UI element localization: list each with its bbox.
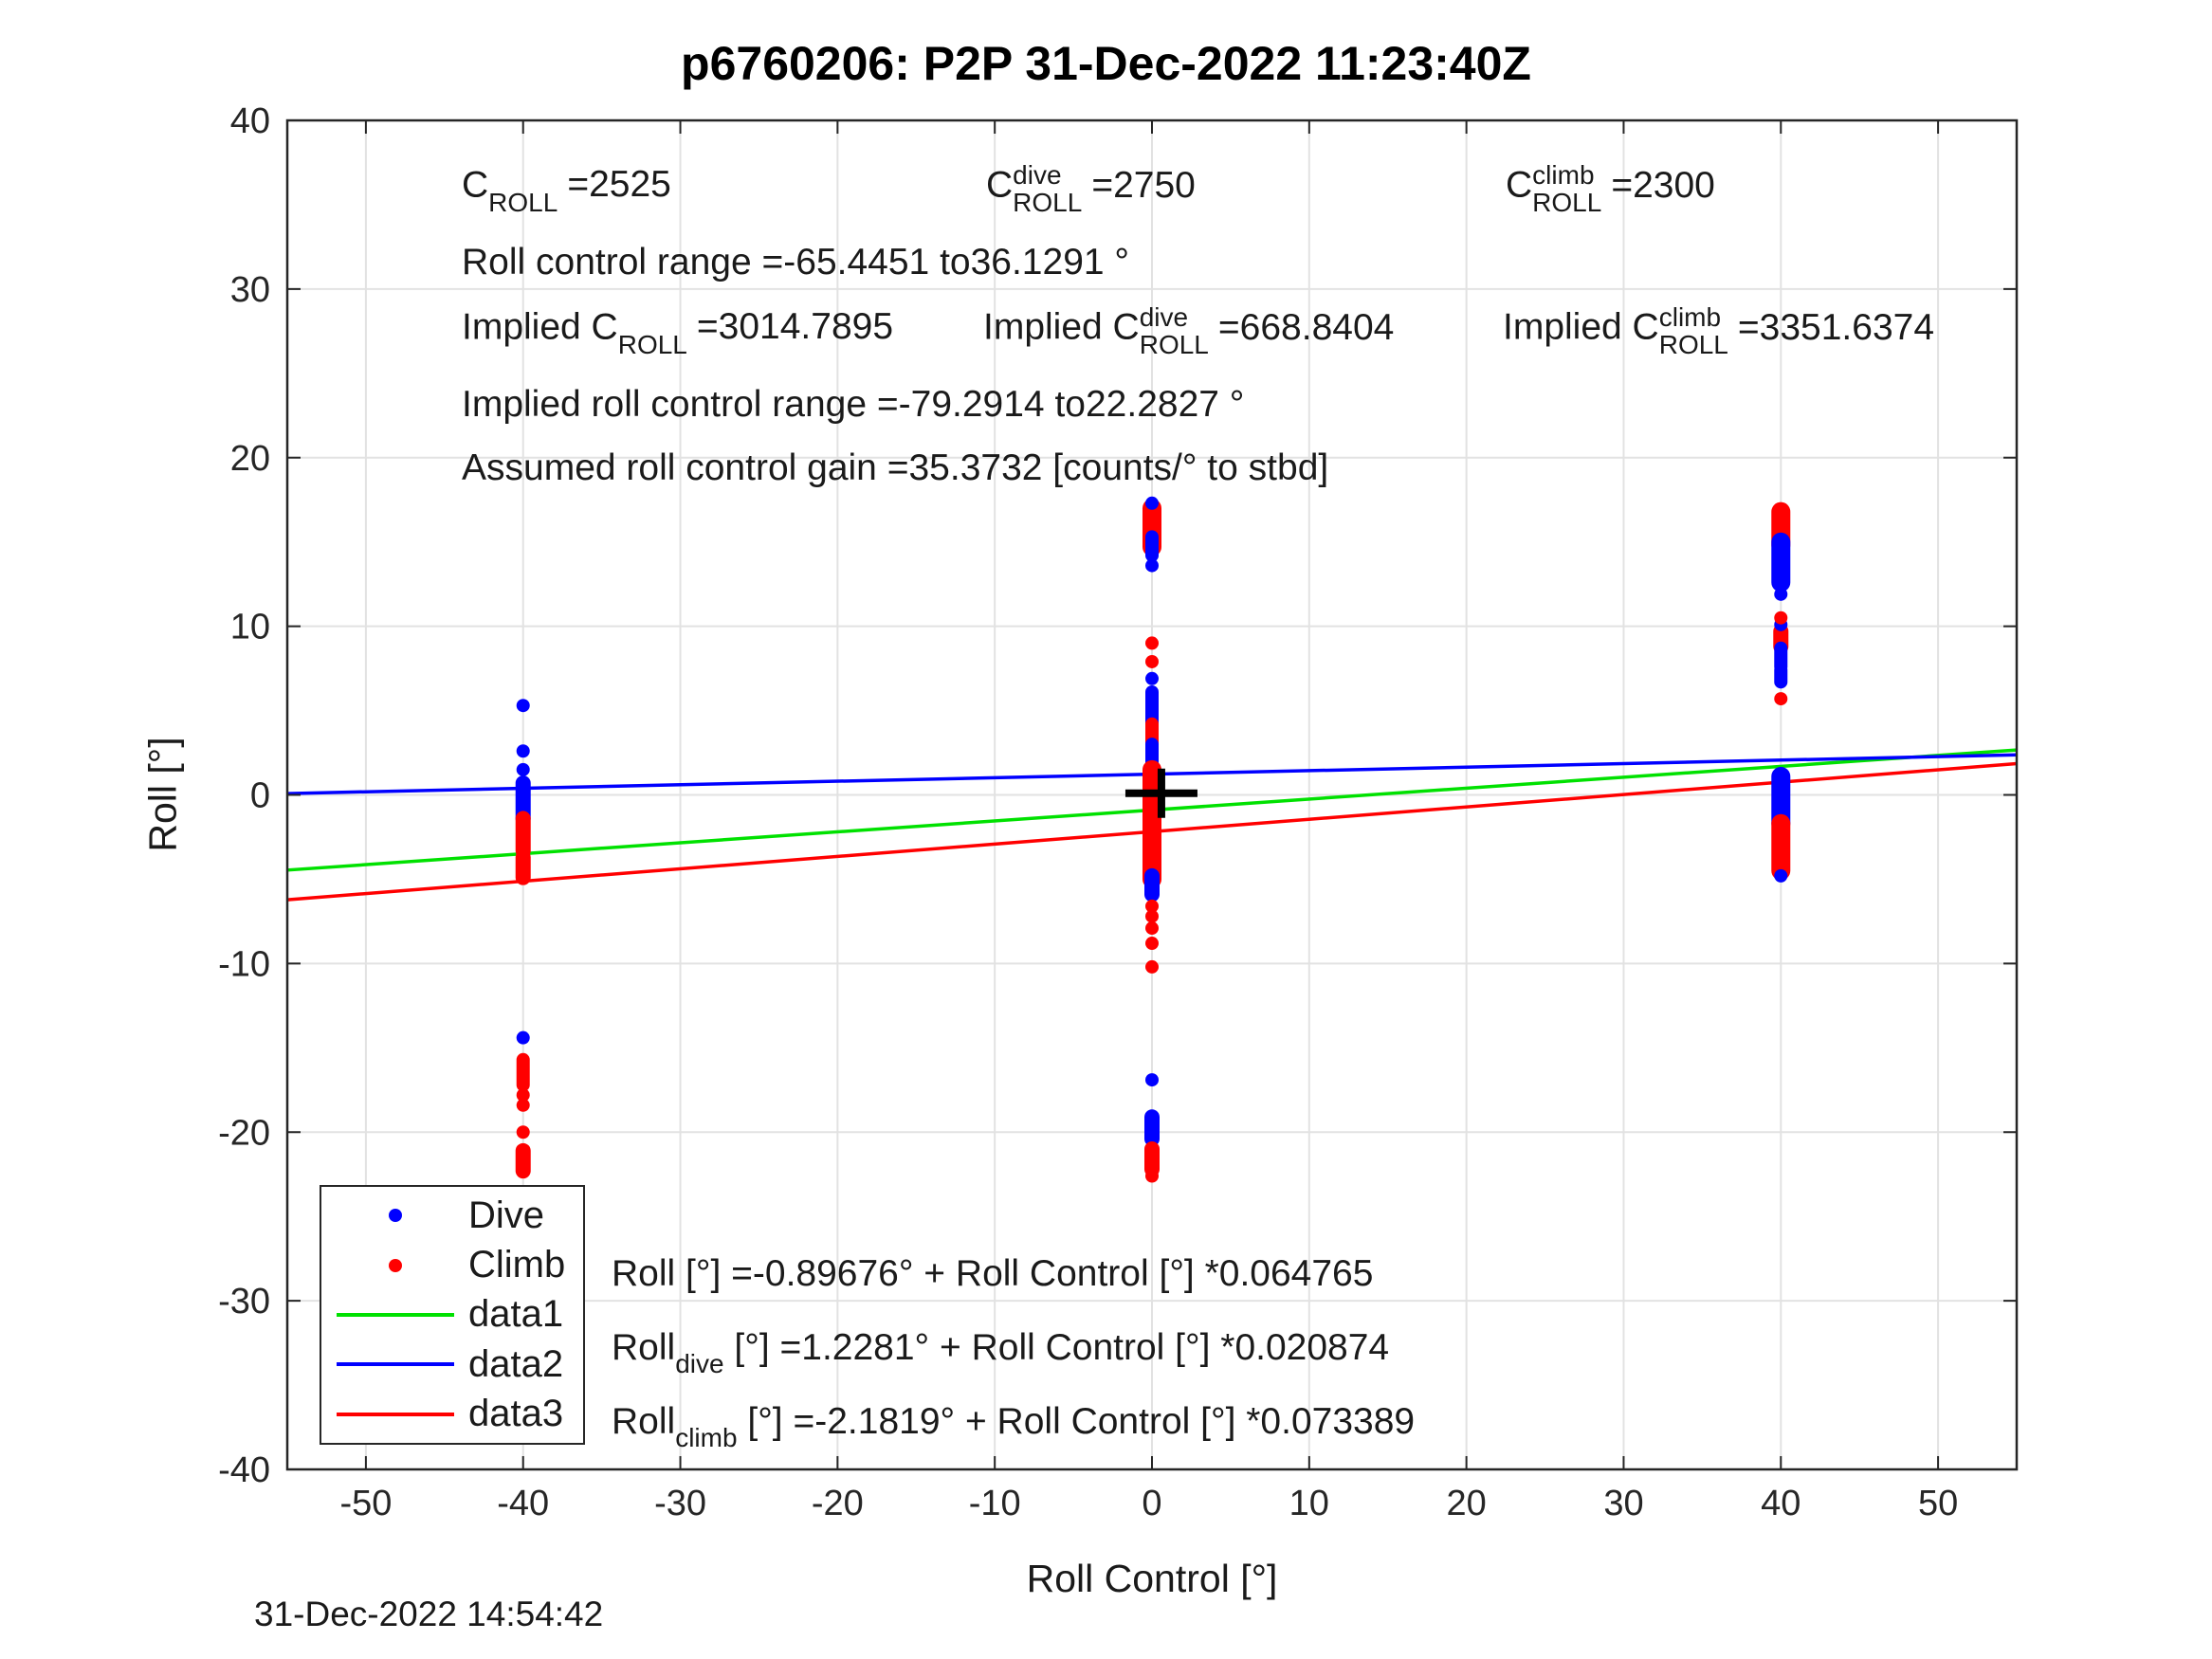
annotation-implied-c-roll: Implied C ROLL =3014.7895	[462, 306, 894, 359]
dive-dot-marker	[388, 1209, 402, 1223]
climb-scatter-point	[1145, 636, 1159, 650]
climb-scatter-point	[1145, 899, 1159, 913]
y-tick-label: 30	[230, 270, 270, 310]
dive-scatter-point	[1145, 496, 1159, 510]
x-tick-label: -30	[654, 1484, 706, 1523]
climb-scatter-point	[516, 1125, 530, 1139]
dive-scatter-point	[1145, 558, 1159, 573]
y-tick-label: 20	[230, 439, 270, 479]
x-tick-label: -40	[497, 1484, 549, 1523]
x-tick-label: 0	[1142, 1484, 1161, 1523]
x-tick-label: -10	[969, 1484, 1021, 1523]
legend-label: data2	[468, 1342, 564, 1385]
climb-scatter-point	[1774, 611, 1788, 625]
legend-entry-data2: data2	[321, 1340, 583, 1388]
dive-scatter-point	[516, 699, 530, 713]
climb-scatter-point	[1145, 909, 1159, 923]
x-tick-label: 40	[1761, 1484, 1801, 1523]
data2-line-marker	[336, 1362, 454, 1367]
legend: Dive Climb data1 data2 data3	[320, 1185, 585, 1445]
climb-dot-marker	[388, 1258, 402, 1272]
annotation-c-roll: C ROLL =2525	[462, 164, 671, 217]
legend-label: data1	[468, 1293, 564, 1336]
axes	[285, 118, 2019, 1471]
dive-scatter-point	[1774, 587, 1788, 601]
y-tick-label: -30	[218, 1282, 270, 1322]
data1-line-marker	[336, 1312, 454, 1317]
equation-roll-climb-fit: Rollclimb [°] =-2.1819° + Roll Control […	[612, 1401, 1416, 1452]
x-tick-labels: -50 -40 -30 -20 -10 0 10 20 30 40 50	[339, 1484, 1958, 1523]
x-axis-label: Roll Control [°]	[1026, 1557, 1278, 1600]
creation-timestamp: 31-Dec-2022 14:54:42	[254, 1595, 604, 1633]
cross-marker	[1124, 768, 1197, 818]
legend-label: Dive	[468, 1194, 545, 1236]
x-tick-label: -20	[812, 1484, 864, 1523]
data3-line-marker	[336, 1412, 454, 1416]
x-tick-label: 10	[1289, 1484, 1329, 1523]
legend-entry-data1: data1	[321, 1291, 583, 1339]
y-tick-label: 10	[230, 608, 270, 647]
annotation-roll-control-range: Roll control range =-65.4451 to36.1291 °	[462, 242, 1129, 283]
climb-scatter-point	[1145, 1169, 1159, 1183]
y-axis-label: Roll [°]	[140, 737, 185, 852]
dive-scatter-point	[516, 744, 530, 758]
legend-entry-dive: Dive	[321, 1192, 583, 1239]
annotation-assumed-gain: Assumed roll control gain =35.3732 [coun…	[462, 447, 1329, 488]
chart-title: p6760206: P2P 31-Dec-2022 11:23:40Z	[681, 37, 1531, 90]
dive-scatter-point	[1145, 1073, 1159, 1087]
y-tick-label: -40	[218, 1450, 270, 1490]
y-tick-labels: -40 -30 -20 -10 0 10 20 30 40	[218, 101, 270, 1490]
x-tick-label: -50	[339, 1484, 392, 1523]
legend-label: data3	[468, 1393, 564, 1435]
climb-scatter-point	[516, 1098, 530, 1112]
legend-label: Climb	[468, 1244, 566, 1286]
dive-scatter-point	[1774, 868, 1788, 883]
legend-entry-climb: Climb	[321, 1242, 583, 1289]
climb-scatter-point	[1145, 921, 1159, 936]
dive-scatter-point	[516, 1030, 530, 1045]
y-tick-label: -10	[218, 944, 270, 984]
y-tick-label: 0	[250, 776, 270, 816]
climb-scatter-point	[516, 1088, 530, 1103]
dive-scatter-point	[516, 762, 530, 776]
x-tick-label: 30	[1603, 1484, 1643, 1523]
climb-scatter-point	[1145, 654, 1159, 668]
climb-scatter-point	[1145, 937, 1159, 951]
annotation-implied-roll-control-range: Implied roll control range =-79.2914 to2…	[462, 384, 1245, 425]
scatter-points	[515, 496, 1791, 1183]
x-tick-label: 20	[1446, 1484, 1486, 1523]
dive-scatter-point	[1145, 671, 1159, 685]
equation-roll-dive-fit: Rolldive [°] =1.2281° + Roll Control [°]…	[612, 1327, 1390, 1378]
equation-roll-fit: Roll [°] =-0.89676° + Roll Control [°] *…	[612, 1253, 1374, 1294]
climb-scatter-point	[1145, 959, 1159, 974]
legend-entry-data3: data3	[321, 1391, 583, 1438]
y-tick-label: 40	[230, 101, 270, 141]
climb-scatter-point	[1774, 692, 1788, 706]
y-tick-label: -20	[218, 1113, 270, 1153]
x-tick-label: 50	[1918, 1484, 1958, 1523]
